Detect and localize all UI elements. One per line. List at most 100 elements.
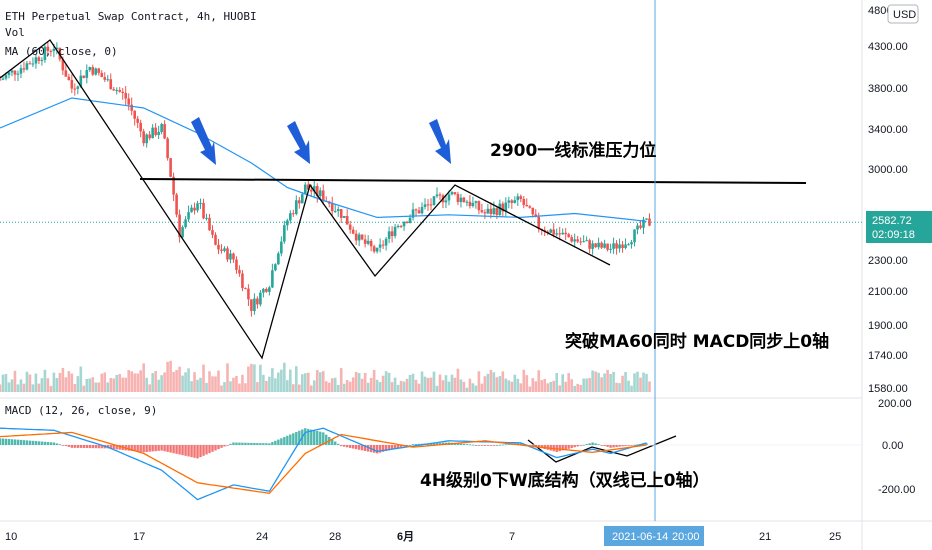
histogram-bar (220, 445, 223, 448)
candle (600, 241, 603, 250)
volume-bar (381, 375, 385, 392)
histogram-bar (429, 443, 433, 445)
histogram-bar (151, 445, 154, 452)
histogram-bar (591, 442, 594, 445)
histogram-bar (615, 445, 618, 448)
histogram-bar (64, 445, 68, 447)
histogram-bar (471, 444, 475, 446)
resistance-line (139, 178, 807, 184)
volume-bar (229, 381, 232, 392)
x-tick: 21 (759, 531, 771, 543)
volume-bar (642, 372, 645, 392)
volume-bar (160, 375, 163, 392)
cursor-date: 2021-06-14 (612, 531, 668, 543)
volume-bar (375, 379, 379, 392)
volume-bar (516, 378, 520, 392)
x-tick: 17 (133, 531, 145, 543)
candle (34, 54, 38, 69)
candle (444, 194, 448, 209)
candle (348, 220, 352, 234)
candle (588, 238, 591, 254)
y-tick: 1580.00 (868, 383, 908, 395)
candle (483, 209, 487, 219)
volume-bar (636, 371, 639, 392)
volume-bar (166, 361, 169, 392)
histogram-bar (133, 445, 136, 452)
y-tick: 1900.00 (868, 320, 908, 332)
candle (492, 201, 496, 216)
candle (103, 72, 107, 83)
volume-bar (588, 378, 591, 392)
y-tick: 3000.00 (868, 164, 908, 176)
candle (262, 287, 265, 298)
candle (645, 218, 648, 220)
volume-bar (339, 368, 343, 392)
histogram-bar (480, 445, 484, 446)
volume-bar (549, 381, 553, 392)
histogram-bar (393, 445, 397, 449)
volume-bar (525, 375, 529, 392)
candle (121, 88, 125, 100)
candle (591, 240, 594, 255)
histogram-bar (274, 440, 277, 445)
volume-bar (540, 380, 544, 392)
histogram-bar (579, 445, 582, 446)
histogram-bar (127, 445, 130, 451)
candle (564, 228, 567, 241)
volume-bar (594, 371, 597, 392)
volume-bar (360, 378, 364, 392)
candle (504, 197, 508, 217)
price-axis[interactable]: 4800.00 4300.00 3800.00 3400.00 3000.00 … (868, 5, 908, 395)
volume-bar (7, 382, 11, 392)
candle (73, 83, 77, 96)
volume-bar (486, 373, 490, 392)
histogram-bar (181, 445, 184, 456)
x-tick: 28 (329, 531, 341, 543)
histogram-bar (91, 445, 94, 449)
candle (85, 64, 89, 84)
histogram-bar (49, 442, 53, 445)
histogram-bar (606, 445, 609, 447)
volume-bar (408, 374, 412, 392)
currency-badge[interactable] (887, 4, 919, 24)
volume-bar (127, 370, 131, 392)
candle (384, 236, 388, 251)
volume-bar (4, 373, 8, 392)
candle (465, 199, 469, 207)
candle (351, 226, 355, 235)
candle (67, 73, 71, 81)
volume-bar (342, 383, 346, 392)
volume-bar (94, 382, 98, 392)
macd-histogram (0, 428, 648, 459)
histogram-bar (166, 445, 169, 452)
volume-bar (564, 381, 567, 392)
volume-bar (648, 381, 651, 392)
volume-bar (474, 385, 478, 392)
volume-bar (253, 364, 256, 392)
histogram-bar (253, 442, 256, 445)
histogram-bar (331, 439, 334, 445)
histogram-bar (58, 444, 62, 446)
time-axis[interactable]: 10 17 24 28 6月 7 21 25 (5, 530, 841, 543)
candle (205, 213, 208, 221)
histogram-bar (118, 445, 121, 450)
candle (501, 201, 505, 216)
candle (552, 223, 556, 238)
macd-legend: MACD (12, 26, close, 9) (5, 404, 157, 417)
volume-bar (67, 371, 71, 392)
histogram-bar (528, 445, 531, 446)
candle (91, 64, 95, 77)
volume-bar (298, 384, 301, 392)
macd-axis[interactable]: 200.00 0.00 -200.00 (878, 398, 915, 496)
histogram-bar (70, 445, 74, 448)
volume-bar (148, 384, 151, 392)
volume-bar (109, 378, 113, 392)
histogram-bar (378, 445, 382, 453)
volume-bar (519, 383, 523, 392)
candle (387, 226, 391, 244)
histogram-bar (486, 445, 490, 446)
volume-bar (453, 377, 457, 392)
candle (585, 236, 588, 242)
